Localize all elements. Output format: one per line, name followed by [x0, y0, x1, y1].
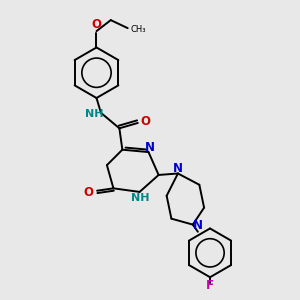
Text: N: N: [173, 162, 183, 175]
Text: O: O: [83, 186, 94, 199]
Text: NH: NH: [85, 109, 104, 119]
Text: O: O: [92, 18, 101, 31]
Text: N: N: [193, 219, 203, 232]
Text: CH₃: CH₃: [131, 25, 146, 34]
Text: F: F: [206, 279, 214, 292]
Text: N: N: [145, 141, 155, 154]
Text: O: O: [141, 115, 151, 128]
Text: NH: NH: [131, 193, 149, 203]
